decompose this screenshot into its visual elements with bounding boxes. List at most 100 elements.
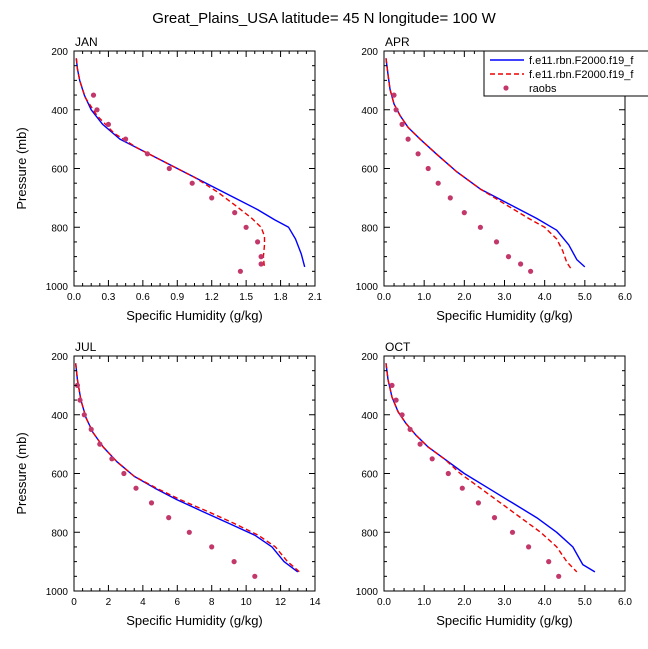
plot-frame	[383, 355, 626, 592]
raobs-point	[232, 210, 238, 216]
raobs-point	[493, 239, 500, 245]
raobs-point	[105, 121, 111, 127]
x-tick-label: 1.0	[417, 292, 431, 303]
raobs-point	[237, 268, 243, 274]
x-axis-label: Specific Humidity (g/kg)	[126, 308, 263, 323]
raobs-point	[546, 559, 552, 565]
x-tick-label: 3.0	[498, 597, 512, 608]
raobs-point	[88, 426, 94, 432]
raobs-point	[393, 107, 399, 113]
x-tick-label: 10	[241, 597, 253, 608]
raobs-point	[133, 485, 139, 491]
x-tick-label: 0.0	[377, 292, 391, 303]
panel-oct: OCT 0.0 1.0 2.0 3.0 4.0 5.0 6.0 200 400 600 800 1000…	[356, 340, 633, 628]
y-tick-label: 600	[51, 470, 68, 481]
y-tick-label: 1000	[356, 587, 379, 598]
x-tick-label: 1.2	[205, 292, 219, 303]
raobs-point	[461, 210, 467, 216]
raobs-point	[77, 397, 83, 403]
x-tick-label: 2.0	[457, 597, 471, 608]
panel-jul: JUL 0 2 4 6 8 10 12 14 200 400 600 800 1000 Specific H…	[14, 340, 321, 628]
raobs-point	[189, 180, 195, 186]
raobs-point	[144, 151, 150, 157]
raobs-point	[429, 456, 435, 462]
raobs-point	[81, 412, 87, 418]
y-tick-label: 800	[51, 528, 68, 539]
x-tick-label: 8	[209, 597, 215, 608]
x-tick-label: 1.5	[239, 292, 253, 303]
x-tick-label: 2.0	[457, 292, 471, 303]
panel-jan: JAN 0.0 0.3 0.6 0.9 1.2 1.5 1.8 2.1 200 400 600 800 1…	[14, 35, 322, 323]
y-tick-label: 600	[51, 165, 68, 176]
plot-frame	[73, 50, 316, 287]
x-tick-label: 0.0	[67, 292, 81, 303]
y-tick-label: 400	[361, 411, 378, 422]
legend-label: f.e11.rbn.F2000.f19_f	[529, 55, 634, 67]
panel-title: OCT	[385, 340, 411, 354]
x-tick-label: 5.0	[578, 292, 592, 303]
raobs-point	[243, 224, 249, 230]
raobs-point	[407, 426, 413, 432]
raobs-point	[447, 195, 453, 201]
y-tick-label: 200	[51, 47, 68, 58]
raobs-point	[425, 165, 431, 172]
raobs-point	[166, 165, 172, 172]
raobs-point	[435, 180, 441, 186]
raobs-point	[526, 544, 532, 550]
legend-label: f.e11.rbn.F2000.f19_f	[529, 69, 634, 81]
x-tick-label: 1.8	[274, 292, 288, 303]
raobs-point	[505, 254, 512, 260]
y-tick-label: 800	[51, 223, 68, 234]
legend-label: raobs	[529, 83, 557, 95]
raobs-point	[97, 441, 103, 447]
panel-apr: APR 0.0 1.0 2.0 3.0 4.0 5.0 6.0 200 400 600 800 1000…	[356, 35, 633, 323]
raobs-point	[491, 515, 498, 521]
y-tick-label: 200	[361, 47, 378, 58]
x-tick-label: 2.1	[308, 292, 322, 303]
raobs-point	[459, 485, 465, 491]
x-tick-label: 12	[275, 597, 287, 608]
x-tick-label: 3.0	[498, 292, 512, 303]
x-tick-label: 4	[140, 597, 146, 608]
series-line-blue	[385, 363, 596, 573]
y-axis-label: Pressure (mb)	[14, 127, 29, 209]
x-tick-label: 0	[71, 597, 77, 608]
x-tick-label: 0.9	[170, 292, 184, 303]
x-tick-label: 0.6	[136, 292, 150, 303]
raobs-point	[393, 397, 399, 403]
legend-box	[483, 50, 648, 97]
y-tick-label: 200	[51, 352, 68, 363]
y-tick-label: 800	[361, 528, 378, 539]
raobs-point	[475, 500, 481, 506]
panel-title: JUL	[75, 340, 97, 354]
raobs-point	[255, 239, 261, 245]
raobs-point	[518, 261, 524, 267]
x-tick-label: 4.0	[538, 292, 552, 303]
raobs-point	[528, 268, 534, 274]
x-axis-label: Specific Humidity (g/kg)	[436, 613, 573, 628]
raobs-point	[399, 412, 405, 418]
raobs-point	[477, 224, 483, 230]
x-tick-label: 0.0	[377, 597, 391, 608]
x-axis-label: Specific Humidity (g/kg)	[126, 613, 263, 628]
x-tick-label: 6.0	[618, 597, 632, 608]
y-tick-label: 1000	[46, 282, 69, 293]
raobs-point	[399, 121, 405, 127]
raobs-point	[209, 195, 215, 201]
y-tick-label: 400	[361, 106, 378, 117]
panel-title: APR	[385, 35, 410, 49]
y-tick-label: 1000	[46, 587, 69, 598]
y-tick-label: 1000	[356, 282, 379, 293]
raobs-point	[209, 544, 215, 550]
x-tick-label: 6	[175, 597, 181, 608]
raobs-point	[186, 529, 192, 535]
raobs-point	[556, 573, 562, 579]
x-tick-label: 1.0	[417, 597, 431, 608]
series-line-blue	[75, 363, 299, 573]
raobs-point	[258, 254, 264, 260]
x-tick-label: 2	[106, 597, 112, 608]
raobs-point	[231, 559, 237, 565]
x-tick-label: 6.0	[618, 292, 632, 303]
y-tick-label: 200	[361, 352, 378, 363]
